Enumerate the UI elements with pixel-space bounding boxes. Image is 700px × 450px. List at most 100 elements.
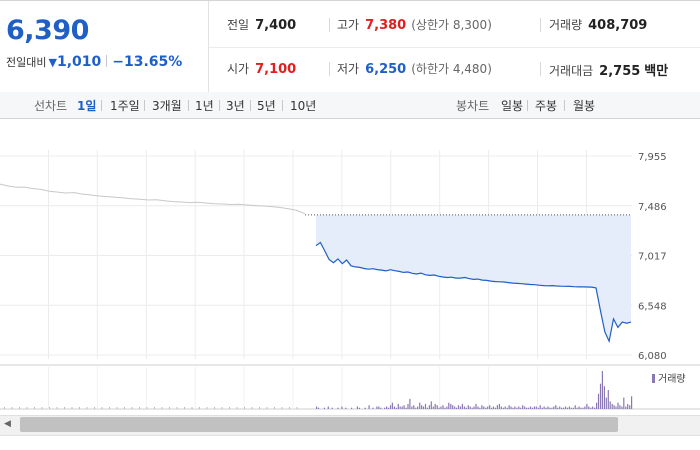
legend-label: 거래량 <box>658 373 686 385</box>
volume-bar <box>491 407 493 409</box>
chart-tabs: 선차트 1일 1주일 3개월 1년 3년 5년 10년 봉차트 일봉 주봉 월봉 <box>0 92 700 119</box>
open-label: 시가 <box>227 62 250 76</box>
prev-day-volume-bar <box>131 407 133 409</box>
volume-bar <box>623 397 625 409</box>
prev-close-label: 전일 <box>227 18 250 32</box>
amount-value: 2,755 <box>599 64 641 79</box>
tab-3month[interactable]: 3개월 <box>152 99 182 113</box>
volume-bar <box>479 407 481 409</box>
volume-bar <box>627 403 629 409</box>
prev-day-volume-bar <box>124 407 125 409</box>
volume-bar <box>557 407 559 409</box>
prev-day-volume-bar <box>229 407 230 409</box>
volume-bar <box>337 407 339 409</box>
chart-scrollbar[interactable]: ◀ <box>0 413 700 436</box>
stats-separator <box>540 62 541 76</box>
volume-bar <box>601 371 603 409</box>
high-cell: 고가 7,380 (상한가 8,300) <box>337 16 492 33</box>
volume-bar <box>584 406 586 409</box>
volume-bar <box>413 405 415 409</box>
tab-5year[interactable]: 5년 <box>257 99 276 113</box>
prev-day-volume-bar <box>266 407 268 409</box>
volume-bar <box>475 403 477 409</box>
volume-bar <box>440 406 442 409</box>
prev-day-volume-bar <box>19 407 20 409</box>
volume-bar <box>421 405 423 409</box>
tab-1year[interactable]: 1년 <box>195 99 214 113</box>
volume-bar <box>572 407 574 409</box>
volume-bar <box>603 386 605 409</box>
prev-day-volume-bar <box>11 407 13 409</box>
volume-bar <box>615 406 617 409</box>
volume-bar <box>467 405 469 409</box>
prev-day-volume-bar <box>206 407 208 409</box>
volume-bar <box>592 406 594 409</box>
tab-daily-candle[interactable]: 일봉 <box>501 99 524 113</box>
volume-bar <box>594 407 596 409</box>
volume-bar <box>559 406 561 409</box>
volume-bar <box>613 405 615 409</box>
volume-bar <box>574 405 576 409</box>
tab-separator <box>101 100 102 111</box>
prev-day-volume-bar <box>221 407 223 409</box>
volume-bar <box>588 406 590 409</box>
volume-bar <box>463 406 465 409</box>
stats-separator <box>329 62 330 76</box>
volume-bar <box>617 402 619 409</box>
tab-monthly-candle[interactable]: 월봉 <box>573 99 596 113</box>
volume-bar <box>401 406 403 409</box>
tab-separator <box>250 100 251 111</box>
prev-close-value: 7,400 <box>255 18 297 33</box>
low-cell: 저가 6,250 (하한가 4,480) <box>337 60 492 77</box>
tab-weekly-candle[interactable]: 주봉 <box>535 99 558 113</box>
volume-bar <box>364 407 366 409</box>
volume-bar <box>566 407 568 409</box>
prev-day-volume-bar <box>176 407 178 409</box>
stats-divider <box>209 47 700 48</box>
y-tick-label: 6,080 <box>638 351 667 362</box>
amount-label: 거래대금 <box>549 64 594 78</box>
price-box: 6,390 전일대비 ▼1,010 −13.65% <box>0 1 209 93</box>
volume-bar <box>597 393 600 409</box>
change-row: 전일대비 ▼1,010 −13.65% <box>6 54 182 70</box>
volume-value: 408,709 <box>588 18 648 33</box>
volume-bar <box>483 406 485 409</box>
volume-bar <box>378 406 380 409</box>
prev-day-volume-bar <box>199 407 200 409</box>
volume-bar <box>389 405 392 409</box>
volume-bar <box>522 405 524 409</box>
today-price-line <box>315 241 632 344</box>
tab-10year[interactable]: 10년 <box>290 99 317 113</box>
volume-bar <box>578 406 580 409</box>
tab-3year[interactable]: 3년 <box>226 99 245 113</box>
volume-bar <box>465 407 467 409</box>
volume-bar <box>496 405 498 409</box>
volume-bar <box>317 407 320 409</box>
volume-bar <box>384 407 386 409</box>
change-percent: −13.65% <box>112 54 183 70</box>
volume-bar <box>537 407 539 409</box>
volume-bar <box>422 406 425 409</box>
tab-1day[interactable]: 1일 <box>77 99 97 113</box>
volume-bar <box>561 407 563 409</box>
prev-day-volume-bar <box>296 407 298 409</box>
tab-separator <box>188 100 189 111</box>
volume-bar <box>411 406 413 409</box>
volume-bar <box>605 397 607 409</box>
tab-1week[interactable]: 1주일 <box>110 99 140 113</box>
high-label: 고가 <box>337 18 360 32</box>
volume-bar <box>526 407 528 409</box>
volume-bar <box>442 405 444 409</box>
volume-bar <box>520 407 522 409</box>
low-label: 저가 <box>337 62 360 76</box>
upper-limit: (상한가 8,300) <box>411 18 492 32</box>
stats-panel: 전일 7,400 고가 7,380 (상한가 8,300) 거래량 408,709 시가… <box>209 1 700 93</box>
price-area-fill <box>316 214 631 342</box>
volume-bar <box>316 406 318 409</box>
volume-bar <box>477 406 479 409</box>
volume-bar <box>539 405 541 409</box>
scroll-left-arrow-icon[interactable]: ◀ <box>4 419 11 429</box>
volume-bar <box>514 406 516 409</box>
tab-separator <box>219 100 220 111</box>
scroll-thumb[interactable] <box>20 417 618 432</box>
